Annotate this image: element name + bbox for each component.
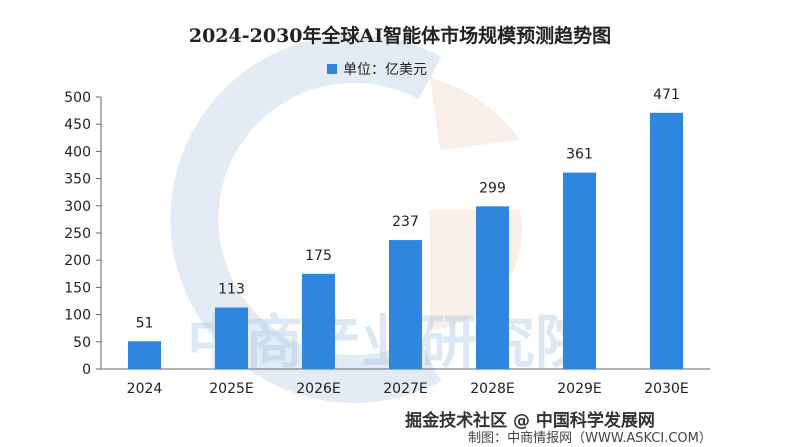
x-tick-label: 2024	[127, 381, 163, 397]
chart-title: 2024-2030年全球AI智能体市场规模预测趋势图	[189, 24, 611, 47]
data-label: 361	[566, 147, 593, 163]
legend-swatch	[327, 64, 337, 74]
x-ticks: 2024 2025E 2026E 2027E 2028E 2029E 2030E	[127, 381, 689, 397]
legend: 单位：亿美元	[327, 62, 427, 78]
x-tick-label: 2030E	[644, 381, 688, 397]
x-tick-label: 2025E	[209, 381, 253, 397]
y-tick-label: 200	[64, 253, 91, 269]
bar-2024	[128, 341, 161, 369]
x-tick-label: 2029E	[557, 381, 601, 397]
data-label: 299	[479, 180, 506, 196]
y-tick-label: 450	[64, 117, 91, 133]
y-ticks: 0 50 100 150 200 250 300 350 400 450 500	[64, 90, 101, 378]
y-tick-label: 150	[64, 280, 91, 296]
data-label: 471	[653, 87, 680, 103]
bar-2025E	[215, 307, 248, 369]
x-tick-label: 2028E	[470, 381, 514, 397]
y-tick-label: 250	[64, 226, 91, 242]
y-tick-label: 400	[64, 144, 91, 160]
data-label: 237	[392, 214, 419, 230]
bar-2028E	[476, 206, 509, 369]
bar-2030E	[650, 112, 683, 369]
bar-2027E	[389, 240, 422, 369]
y-tick-label: 0	[82, 362, 91, 378]
bar-2029E	[563, 172, 596, 369]
data-label: 51	[136, 315, 154, 331]
data-label: 175	[305, 248, 332, 264]
y-tick-label: 500	[64, 90, 91, 106]
x-tick-label: 2026E	[296, 381, 340, 397]
y-tick-label: 300	[64, 199, 91, 215]
bars: 51 113 175 237 299 361 471	[128, 87, 683, 369]
data-label: 113	[218, 282, 245, 298]
source-text: 制图：中商情报网（WWW.ASKCI.COM）	[468, 431, 712, 446]
legend-label: 单位：亿美元	[343, 62, 427, 78]
x-tick-label: 2027E	[383, 381, 427, 397]
y-tick-label: 100	[64, 308, 91, 324]
y-tick-label: 50	[73, 335, 91, 351]
credit-text: 掘金技术社区 @ 中国科学发展网	[405, 410, 655, 431]
y-tick-label: 350	[64, 172, 91, 188]
bar-2026E	[302, 273, 335, 369]
